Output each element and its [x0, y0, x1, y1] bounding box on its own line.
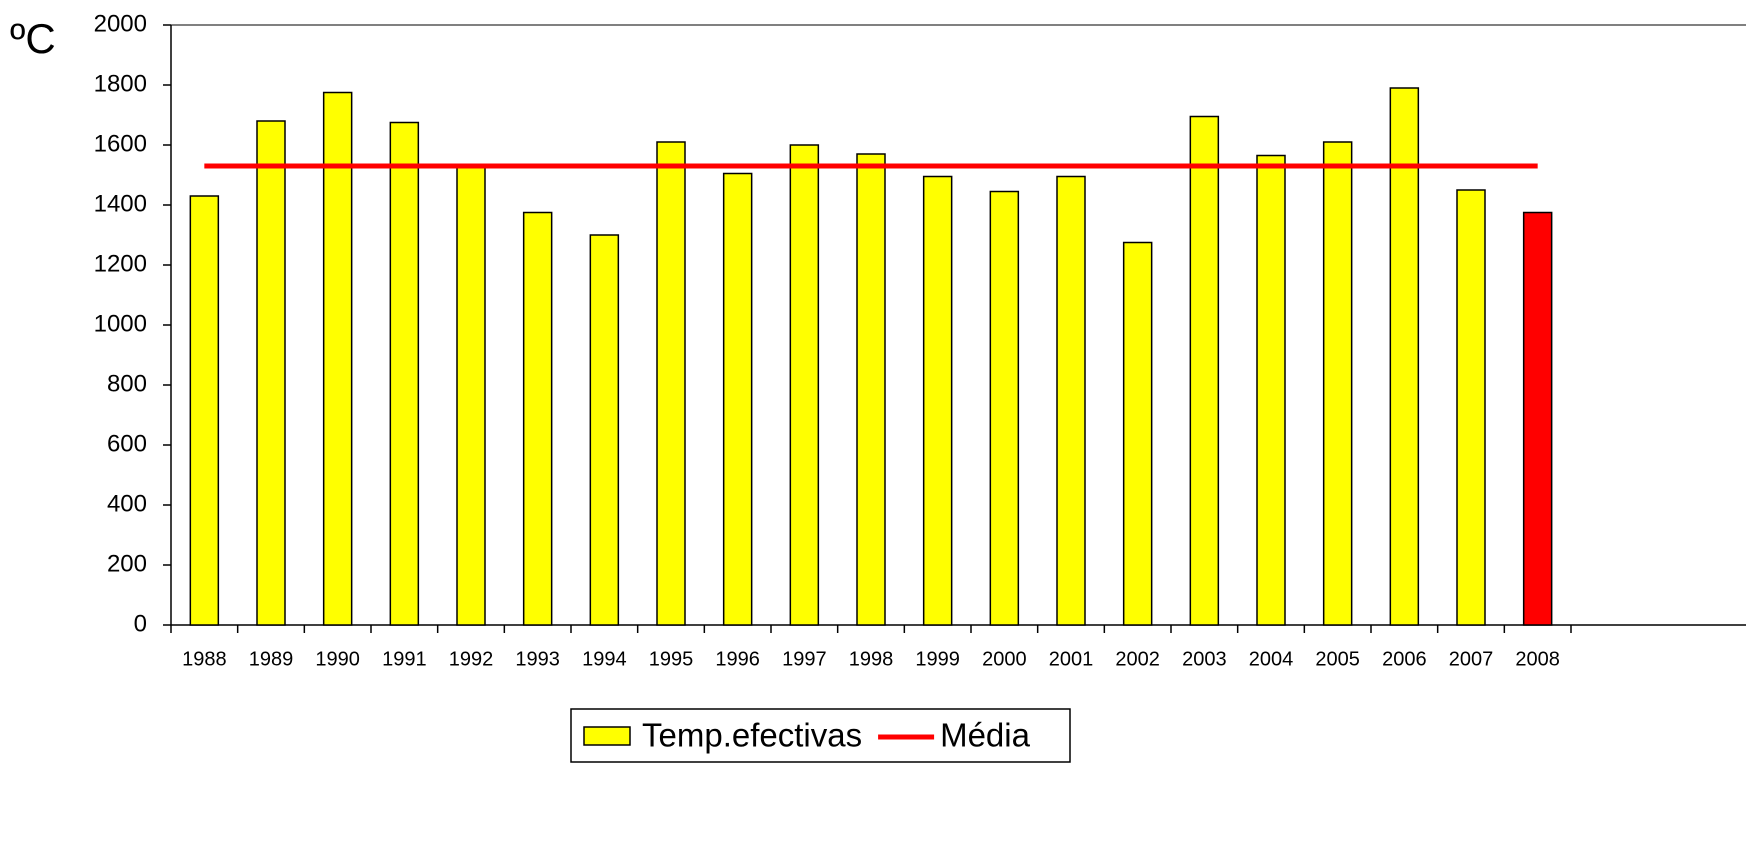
bar: [722, 172, 753, 626]
bar: [189, 195, 220, 626]
x-tick-label: 1991: [382, 648, 427, 670]
bar: [322, 91, 353, 626]
y-tick-label: 600: [107, 430, 147, 457]
x-tick-label: 1998: [849, 648, 894, 670]
x-tick-label: 2008: [1515, 648, 1560, 670]
x-tick-label: 2003: [1182, 648, 1227, 670]
bar: [1456, 189, 1486, 626]
bar: [1389, 87, 1420, 626]
bar: [1322, 141, 1353, 626]
y-axis-label: ºC: [10, 15, 56, 62]
bar: [1189, 115, 1220, 626]
bar: [589, 234, 620, 626]
bar: [522, 211, 553, 626]
x-tick-label: 1993: [515, 648, 560, 670]
y-tick-label: 800: [107, 370, 147, 397]
bar: [1122, 241, 1153, 626]
x-tick-label: 1992: [449, 648, 494, 670]
y-tick-label: 1400: [94, 190, 147, 217]
y-tick-label: 1200: [94, 250, 147, 277]
x-tick-label: 1999: [915, 648, 960, 670]
y-tick-label: 0: [134, 610, 147, 637]
y-tick-label: 1000: [94, 310, 147, 337]
y-tick-label: 400: [107, 490, 147, 517]
x-tick-label: 1994: [582, 648, 627, 670]
legend-box: [570, 708, 1071, 763]
x-tick-label: 2007: [1449, 648, 1494, 670]
x-tick-label: 1995: [649, 648, 694, 670]
y-tick-label: 1800: [94, 70, 147, 97]
x-tick-label: 2005: [1315, 648, 1360, 670]
legend-label: Média: [940, 717, 1031, 754]
bar: [256, 120, 286, 626]
x-tick-label: 1990: [315, 648, 360, 670]
x-tick-label: 2001: [1049, 648, 1094, 670]
bar: [922, 175, 953, 626]
bar: [1522, 211, 1553, 626]
x-tick-label: 1996: [715, 648, 760, 670]
bar: [856, 153, 886, 626]
x-tick-label: 1988: [182, 648, 227, 670]
bar: [989, 190, 1020, 626]
x-tick-label: 2000: [982, 648, 1027, 670]
x-tick-label: 1989: [249, 648, 294, 670]
legend-label: Temp.efectivas: [642, 717, 862, 754]
y-tick-label: 200: [107, 550, 147, 577]
bar: [1256, 154, 1286, 626]
x-tick-label: 2006: [1382, 648, 1427, 670]
bar: [656, 141, 686, 626]
x-tick-label: 2004: [1249, 648, 1294, 670]
x-tick-label: 1997: [782, 648, 827, 670]
y-tick-label: 1600: [94, 130, 147, 157]
bar: [456, 165, 486, 626]
y-tick-label: 2000: [94, 10, 147, 37]
x-tick-label: 2002: [1115, 648, 1160, 670]
bar: [789, 144, 820, 626]
legend-swatch: [583, 726, 631, 746]
bar: [1056, 175, 1086, 626]
bar: [389, 121, 420, 626]
